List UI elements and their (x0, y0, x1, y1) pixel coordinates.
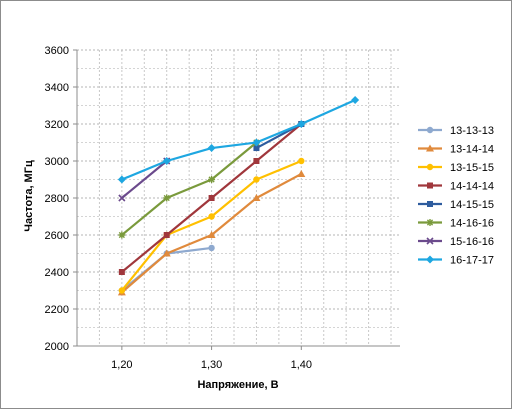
legend-marker (426, 255, 434, 264)
data-point (351, 95, 360, 104)
x-tick-label: 1,20 (111, 359, 132, 371)
legend-item: 13-14-14 (418, 144, 494, 156)
data-point (118, 287, 126, 294)
series-line (121, 98, 356, 181)
y-tick-label: 2200 (45, 304, 69, 316)
legend-marker (427, 201, 433, 207)
y-tick-label: 2600 (45, 230, 69, 242)
series-16-17-17 (117, 95, 360, 184)
y-tick-label: 3000 (45, 156, 69, 168)
series-layer (117, 95, 360, 296)
x-axis-title: Напряжение, В (197, 379, 278, 391)
data-point (162, 249, 171, 257)
data-point (208, 176, 216, 183)
y-tick-label: 3600 (45, 45, 69, 57)
data-point (162, 157, 171, 165)
legend-item: 15-16-16 (418, 236, 494, 248)
data-point (163, 232, 170, 238)
y-tick-label: 2000 (45, 341, 69, 353)
legend-marker (426, 163, 434, 171)
data-point (117, 175, 126, 184)
series-line (121, 160, 168, 199)
legend-item: 16-17-17 (418, 255, 494, 267)
data-point (297, 120, 306, 128)
legend-marker (426, 219, 434, 226)
series-line (121, 141, 258, 236)
data-point (207, 144, 216, 153)
axes (73, 49, 400, 350)
legend-item: 13-13-13 (418, 125, 494, 137)
legend-item: 14-15-15 (418, 199, 494, 211)
y-tick-label: 2800 (45, 193, 69, 205)
data-point (118, 269, 125, 275)
data-point (118, 194, 126, 202)
series-13-14-14 (117, 169, 306, 296)
x-tick-label: 1,40 (291, 359, 312, 371)
legend-item: 14-14-14 (418, 181, 494, 193)
data-point (118, 231, 126, 239)
x-tick-label: 1,30 (201, 359, 222, 371)
data-point (207, 231, 216, 238)
gridlines (77, 49, 400, 346)
legend-label: 13-15-15 (450, 162, 494, 174)
legend-marker (426, 144, 434, 152)
series-13-15-15 (118, 157, 305, 294)
y-tick-label: 2400 (45, 267, 69, 279)
data-point (208, 244, 215, 252)
data-point (208, 213, 215, 220)
data-point (253, 158, 260, 164)
legend-label: 14-15-15 (450, 199, 494, 211)
legend-label: 13-13-13 (450, 125, 494, 137)
legend-marker (427, 182, 433, 189)
y-axis-title: Частота, МГц (23, 160, 35, 232)
tick-labels: 2000 2200 2400 2600 2800 3000 3200 3400 3600 1,20… (45, 45, 313, 371)
legend-label: 14-14-14 (450, 181, 494, 193)
data-point (252, 138, 261, 147)
data-point (298, 157, 305, 165)
data-point (253, 145, 260, 152)
legend-label: 15-16-16 (450, 236, 494, 248)
data-point (297, 169, 306, 177)
legend-label: 14-16-16 (450, 218, 494, 230)
legend-item: 14-16-16 (418, 218, 494, 230)
legend-label: 13-14-14 (450, 144, 494, 156)
data-point (208, 195, 215, 201)
data-point (253, 176, 260, 183)
data-point (163, 194, 171, 202)
legend-label: 16-17-17 (450, 255, 494, 267)
legend: 13-13-13 13-14-14 13-15-15 14-14-14 14-15-15… (418, 125, 494, 267)
y-tick-label: 3400 (45, 82, 69, 94)
legend-marker (426, 126, 434, 134)
y-tick-label: 3200 (45, 119, 69, 131)
data-point (252, 194, 261, 201)
legend-item: 13-15-15 (418, 162, 494, 174)
legend-marker (426, 237, 434, 245)
